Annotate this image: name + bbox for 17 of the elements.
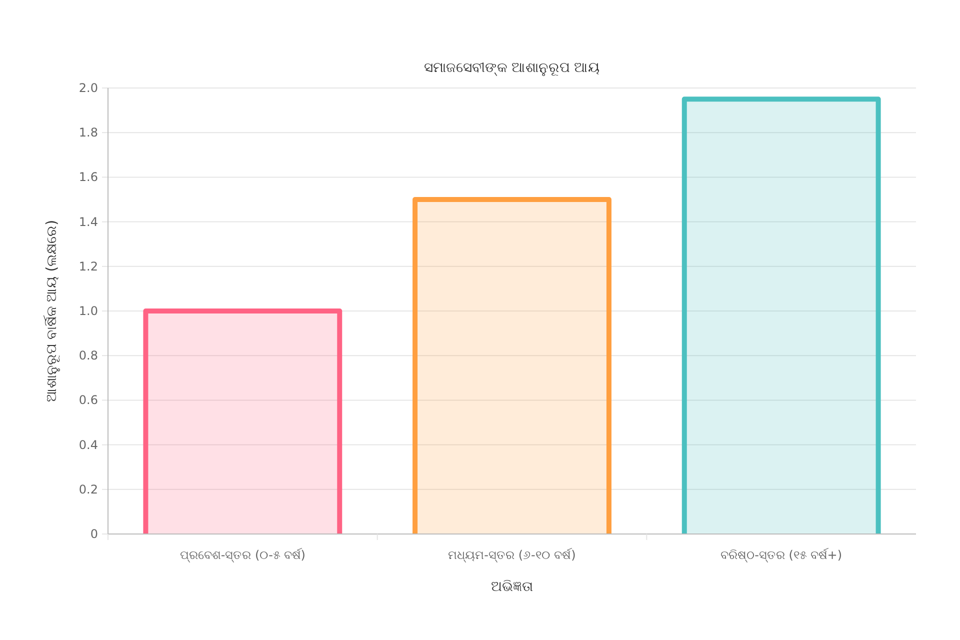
y-tick-label: 0.2 <box>78 482 98 496</box>
y-tick-label: 1.6 <box>78 170 98 184</box>
y-axis-title: ଆଶାନୁରୂପ ବାର୍ଷିକ ଆୟ (ଲକ୍ଷରେ) <box>43 220 61 402</box>
y-tick-label: 1.0 <box>78 304 98 318</box>
y-tick-label: 0.4 <box>78 438 98 452</box>
y-tick-label: 2.0 <box>78 81 98 95</box>
y-tick-label: 0.8 <box>78 348 98 363</box>
y-tick-label: 0 <box>90 527 98 541</box>
y-tick-label: 0.6 <box>78 393 98 408</box>
x-axis-title: ଅଭିଜ୍ଞତା <box>491 579 533 595</box>
chart-title: ସମାଜସେବୀଙ୍କ ଆଶାନୁରୂପ ଆୟ <box>424 60 600 77</box>
y-tick-label: 1.4 <box>78 214 98 229</box>
y-tick-label: 1.8 <box>78 126 98 140</box>
x-tick-label: ବରିଷ୍ଠ-ସ୍ତର (୧୫ ବର୍ଷ+) <box>720 548 842 562</box>
x-tick-label: ପ୍ରବେଶ-ସ୍ତର (୦-୫ ବର୍ଷ) <box>180 548 306 562</box>
x-tick-label: ମଧ୍ୟମ-ସ୍ତର (୬-୧୦ ବର୍ଷ) <box>448 548 576 562</box>
y-tick-label: 1.2 <box>78 259 98 274</box>
